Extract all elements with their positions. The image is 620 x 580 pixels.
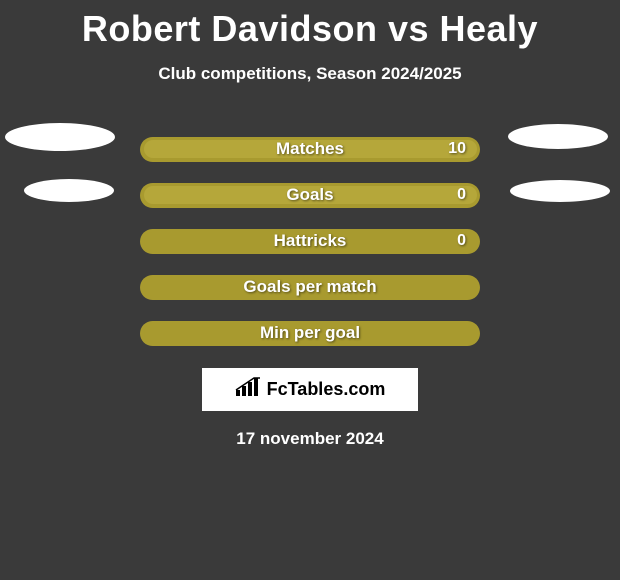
date-text: 17 november 2024 (0, 429, 620, 449)
logo-text: FcTables.com (267, 379, 386, 400)
page-subtitle: Club competitions, Season 2024/2025 (0, 64, 620, 84)
stat-pill: Min per goal (140, 321, 480, 346)
stat-label: Matches (276, 139, 344, 159)
stat-label: Hattricks (274, 231, 347, 251)
chart-icon (235, 377, 261, 402)
stat-value: 0 (457, 232, 466, 250)
stat-label: Goals per match (243, 277, 376, 297)
stat-pill: Hattricks 0 (140, 229, 480, 254)
stat-value: 10 (448, 140, 466, 158)
stat-row: Matches 10 (0, 126, 620, 172)
stat-row: Goals 0 (0, 172, 620, 218)
stat-pill: Goals per match (140, 275, 480, 300)
stat-pill: Goals 0 (140, 183, 480, 208)
logo-box: FcTables.com (202, 368, 418, 411)
stat-pill: Matches 10 (140, 137, 480, 162)
page-title: Robert Davidson vs Healy (0, 0, 620, 50)
stat-row: Min per goal (0, 310, 620, 356)
stat-value: 0 (457, 186, 466, 204)
stat-row: Goals per match (0, 264, 620, 310)
stat-row: Hattricks 0 (0, 218, 620, 264)
stats-container: Matches 10 Goals 0 Hattricks 0 Goals per… (0, 126, 620, 356)
stat-label: Goals (286, 185, 333, 205)
stat-label: Min per goal (260, 323, 360, 343)
